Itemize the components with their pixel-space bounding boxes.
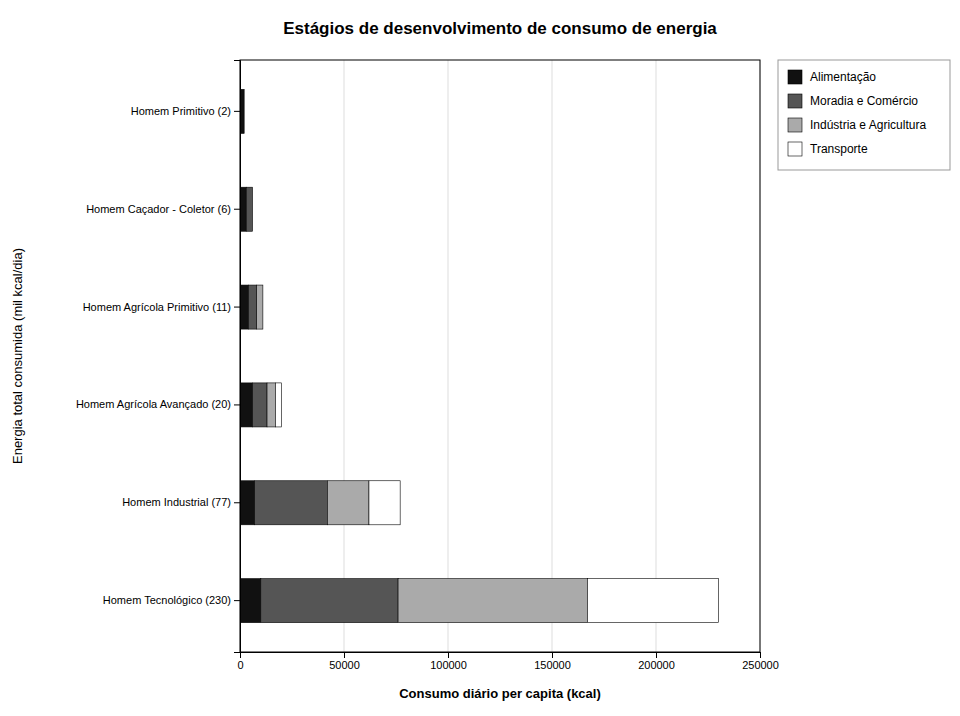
bar-segment xyxy=(261,579,398,623)
plot-frame xyxy=(240,60,760,652)
y-axis: Homem Primitivo (2) Homem Caçador - Colet… xyxy=(76,61,241,653)
x-tick: 50000 xyxy=(329,652,360,671)
bar-segment xyxy=(244,89,245,133)
x-tick-mark xyxy=(760,652,761,658)
series xyxy=(275,383,718,623)
series xyxy=(257,285,588,623)
bar-segment xyxy=(252,383,267,427)
grid-line xyxy=(448,60,449,652)
chart: 0 50000 100000 150000 200000 250000 Homem Prim… xyxy=(0,0,960,716)
x-tick-mark xyxy=(448,652,449,658)
y-tick-mark xyxy=(234,307,240,308)
grid-line xyxy=(552,60,553,652)
x-tick: 100000 xyxy=(430,652,467,671)
grid-line xyxy=(344,60,345,652)
x-tick: 200000 xyxy=(638,652,675,671)
y-tick: Homem Tecnológico (230) xyxy=(103,594,240,606)
legend-label: Indústria e Agricultura xyxy=(810,118,926,132)
bar-segment xyxy=(262,285,263,329)
legend-label: Moradia e Comércio xyxy=(810,94,918,108)
y-tick-label: Homem Industrial (77) xyxy=(122,496,231,508)
series xyxy=(240,89,261,622)
x-tick-mark xyxy=(344,652,345,658)
bar-segment xyxy=(275,383,281,427)
bar-segment xyxy=(587,579,718,623)
x-tick-label: 250000 xyxy=(742,659,779,671)
legend-item: Transporte xyxy=(788,142,868,156)
y-tick: Homem Industrial (77) xyxy=(122,496,240,508)
y-tick-label: Homem Primitivo (2) xyxy=(131,105,231,117)
x-tick: 0 xyxy=(237,652,243,671)
legend-swatch xyxy=(788,118,802,132)
x-tick-mark xyxy=(656,652,657,658)
legend-item: Moradia e Comércio xyxy=(788,94,918,108)
bar-segment xyxy=(244,89,245,133)
bar-segment xyxy=(240,285,248,329)
legend-swatch xyxy=(788,70,802,84)
y-tick-label: Homem Agrícola Primitivo (11) xyxy=(83,301,231,313)
x-tick-label: 50000 xyxy=(329,659,360,671)
bar-segment xyxy=(240,579,261,623)
bar-segment xyxy=(252,187,253,231)
bar-segment xyxy=(257,285,263,329)
x-tick: 250000 xyxy=(742,652,779,671)
legend-item: Indústria e Agricultura xyxy=(788,118,926,132)
x-tick-label: 0 xyxy=(237,659,243,671)
bar-segment xyxy=(244,89,245,133)
legend-swatch xyxy=(788,142,802,156)
y-tick-label: Homem Agrícola Avançado (20) xyxy=(76,398,231,410)
grid xyxy=(240,60,760,652)
bar-segment xyxy=(398,579,587,623)
legend-label: Transporte xyxy=(810,142,868,156)
y-tick-mark xyxy=(234,404,240,405)
bar-segment xyxy=(255,481,328,525)
bar-segment xyxy=(327,481,369,525)
x-tick-label: 200000 xyxy=(638,659,675,671)
y-tick: Homem Caçador - Coletor (6) xyxy=(86,203,240,215)
x-axis: 0 50000 100000 150000 200000 250000 xyxy=(237,652,778,671)
x-tick-mark xyxy=(552,652,553,658)
x-tick: 150000 xyxy=(534,652,571,671)
y-tick: Homem Agrícola Avançado (20) xyxy=(76,398,240,410)
title: Estágios de desenvolvimento de consumo d… xyxy=(283,19,717,38)
y-tick-label: Homem Tecnológico (230) xyxy=(103,594,231,606)
bar-segment xyxy=(369,481,400,525)
y-tick: Homem Agrícola Primitivo (11) xyxy=(83,301,240,313)
bar-segment xyxy=(240,481,255,525)
x-tick-label: 100000 xyxy=(430,659,467,671)
legend-label: Alimentação xyxy=(810,70,876,84)
x-tick-label: 150000 xyxy=(534,659,571,671)
grid-line xyxy=(656,60,657,652)
bar-segment xyxy=(267,383,275,427)
y-tick-label: Homem Caçador - Coletor (6) xyxy=(86,203,231,215)
bar-segment xyxy=(240,383,252,427)
y-tick-mark xyxy=(234,111,240,112)
y-tick-mark xyxy=(234,502,240,503)
bar-segment xyxy=(248,285,256,329)
bars xyxy=(240,89,718,622)
y-axis-title: Energia total consumida (mil kcal/dia) xyxy=(10,248,25,464)
legend-swatch xyxy=(788,94,802,108)
bar-segment xyxy=(246,187,252,231)
x-axis-line xyxy=(241,653,761,659)
legend: Alimentação Moradia e Comércio Indústria e… xyxy=(778,60,950,170)
legend-item: Alimentação xyxy=(788,70,876,84)
y-tick-mark xyxy=(234,209,240,210)
legend-box xyxy=(778,60,950,170)
series xyxy=(246,187,398,622)
bar-segment xyxy=(252,187,253,231)
y-tick-mark xyxy=(234,600,240,601)
plot-area: 0 50000 100000 150000 200000 250000 Homem Prim… xyxy=(76,60,779,671)
y-tick: Homem Primitivo (2) xyxy=(131,105,240,117)
x-axis-title: Consumo diário per capita (kcal) xyxy=(399,686,601,701)
